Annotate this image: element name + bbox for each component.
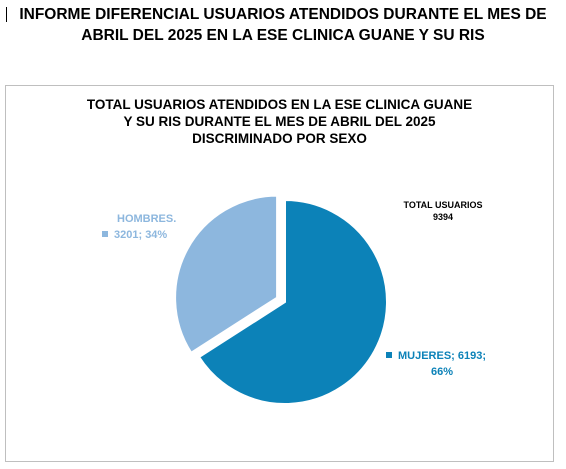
total-users-label: TOTAL USUARIOS <box>403 200 483 210</box>
pie-slices <box>174 194 388 405</box>
data-label-hombres-value: 3201; 34% <box>114 229 168 241</box>
report-heading-line-1: INFORME DIFERENCIAL USUARIOS ATENDIDOS D… <box>19 6 547 23</box>
total-users-value: 9394 <box>432 212 454 222</box>
chart-title: TOTAL USUARIOS ATENDIDOS EN LA ESE CLINI… <box>6 96 553 147</box>
pie-chart <box>174 194 388 405</box>
chart-title-line-3: DISCRIMINADO POR SEXO <box>192 131 367 146</box>
data-label-mujeres-category-row: MUJERES; 6193; <box>386 348 486 364</box>
data-label-hombres: HOMBRES. 3201; 34% <box>102 211 176 243</box>
data-label-mujeres: MUJERES; 6193; 66% <box>386 348 486 380</box>
mujeres-legend-key <box>386 352 392 358</box>
pie-slice-mujeres[interactable] <box>197 198 388 405</box>
data-label-mujeres-category: MUJERES; 6193; <box>398 350 487 362</box>
data-label-hombres-category: HOMBRES. <box>117 213 177 225</box>
data-label-hombres-value-row: 3201; 34% <box>102 227 176 243</box>
data-label-mujeres-percent: 66% <box>431 366 454 378</box>
hombres-legend-key <box>102 231 108 237</box>
report-heading: INFORME DIFERENCIAL USUARIOS ATENDIDOS D… <box>0 4 566 46</box>
report-heading-line-2: ABRIL DEL 2025 EN LA ESE CLINICA GUANE Y… <box>81 27 485 44</box>
pie-slice-hombres[interactable] <box>174 194 279 355</box>
chart-title-line-2: Y SU RIS DURANTE EL MES DE ABRIL DEL 202… <box>123 114 436 129</box>
pie-chart-area[interactable]: TOTAL USUARIOS ATENDIDOS EN LA ESE CLINI… <box>5 85 554 462</box>
total-users-box: TOTAL USUARIOS 9394 <box>383 199 503 223</box>
chart-title-line-1: TOTAL USUARIOS ATENDIDOS EN LA ESE CLINI… <box>86 97 473 112</box>
text-cursor <box>6 7 7 22</box>
